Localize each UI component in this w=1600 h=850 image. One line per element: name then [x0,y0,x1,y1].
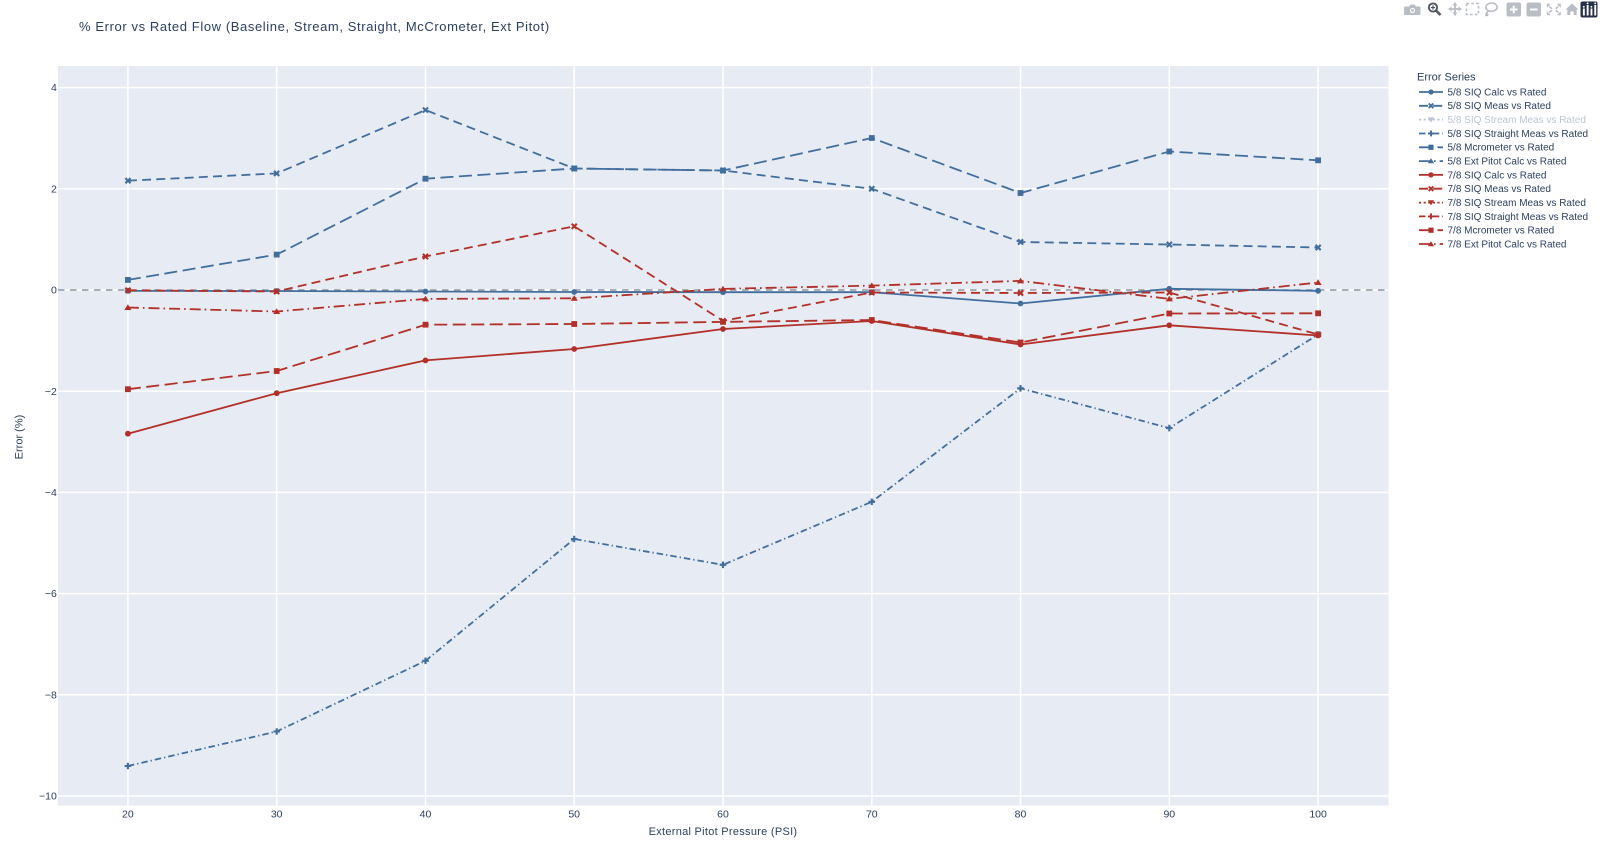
svg-text:−8: −8 [45,689,57,701]
svg-text:7/8 Ext Pitot Calc vs Rated: 7/8 Ext Pitot Calc vs Rated [1448,239,1567,250]
svg-text:5/8 SIQ Meas vs Rated: 5/8 SIQ Meas vs Rated [1448,101,1551,112]
svg-text:% Error vs Rated Flow (Baselin: % Error vs Rated Flow (Baseline, Stream,… [79,19,550,34]
svg-text:−10: −10 [39,791,57,803]
svg-text:2: 2 [51,183,57,195]
svg-text:90: 90 [1163,809,1175,821]
svg-text:50: 50 [568,809,580,821]
svg-text:40: 40 [420,809,432,821]
svg-text:0: 0 [51,285,57,297]
svg-text:7/8 SIQ Stream Meas vs Rated: 7/8 SIQ Stream Meas vs Rated [1448,198,1586,209]
svg-text:5/8 SIQ Straight Meas vs Rated: 5/8 SIQ Straight Meas vs Rated [1448,129,1589,140]
svg-text:7/8 SIQ Meas vs Rated: 7/8 SIQ Meas vs Rated [1448,184,1551,195]
svg-text:30: 30 [271,809,283,821]
svg-text:70: 70 [866,809,878,821]
svg-text:−4: −4 [45,487,57,499]
svg-text:Error (%): Error (%) [14,415,26,460]
svg-text:7/8 SIQ Calc vs Rated: 7/8 SIQ Calc vs Rated [1448,170,1547,181]
svg-text:−2: −2 [45,386,57,398]
svg-text:5/8 SIQ Stream Meas vs Rated: 5/8 SIQ Stream Meas vs Rated [1448,115,1586,126]
svg-text:4: 4 [51,82,57,94]
svg-text:External Pitot Pressure (PSI): External Pitot Pressure (PSI) [649,826,798,838]
svg-text:5/8 SIQ Calc vs Rated: 5/8 SIQ Calc vs Rated [1448,87,1547,98]
svg-text:20: 20 [122,809,134,821]
svg-text:100: 100 [1309,809,1327,821]
svg-text:80: 80 [1015,809,1027,821]
svg-text:5/8 Mcrometer vs Rated: 5/8 Mcrometer vs Rated [1448,143,1555,154]
svg-text:Error Series: Error Series [1417,72,1476,84]
svg-text:5/8 Ext Pitot Calc vs Rated: 5/8 Ext Pitot Calc vs Rated [1448,157,1567,168]
svg-text:−6: −6 [45,588,57,600]
svg-text:7/8 Mcrometer vs Rated: 7/8 Mcrometer vs Rated [1448,226,1555,237]
svg-text:60: 60 [717,809,729,821]
svg-text:7/8 SIQ Straight Meas vs Rated: 7/8 SIQ Straight Meas vs Rated [1448,212,1589,223]
